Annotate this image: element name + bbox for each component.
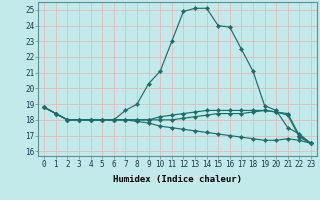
X-axis label: Humidex (Indice chaleur): Humidex (Indice chaleur) xyxy=(113,175,242,184)
